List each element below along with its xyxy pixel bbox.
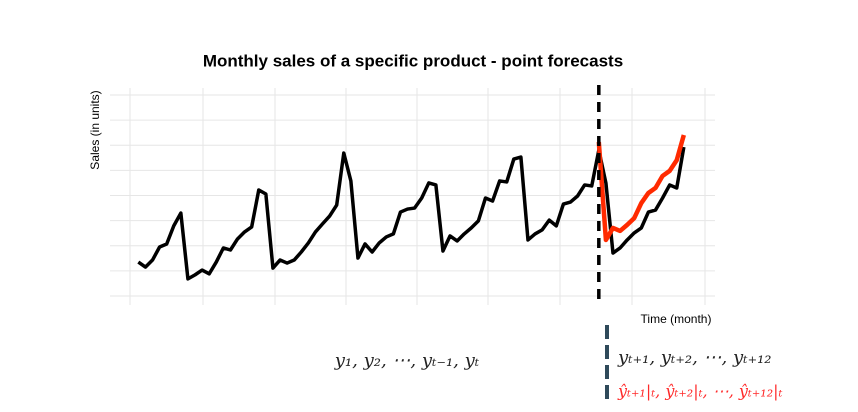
y-grid <box>110 94 715 297</box>
x-axis-label: Time (month) <box>641 312 712 326</box>
history-label: y₁, y₂, ⋯, yₜ₋₁, yₜ <box>334 350 480 371</box>
series-line <box>596 134 686 243</box>
forecast-label: ŷₜ₊₁|ₜ, ŷₜ₊₂|ₜ, ⋯, ŷₜ₊₁₂|ₜ <box>617 382 783 401</box>
y-axis-label: Sales (in units) <box>88 90 102 169</box>
x-grid <box>129 88 706 305</box>
series-line <box>137 146 686 281</box>
future-label: yₜ₊₁, yₜ₊₂, ⋯, yₜ₊₁₂ <box>617 347 772 368</box>
chart-title: Monthly sales of a specific product - po… <box>203 51 623 70</box>
lines <box>137 134 686 281</box>
